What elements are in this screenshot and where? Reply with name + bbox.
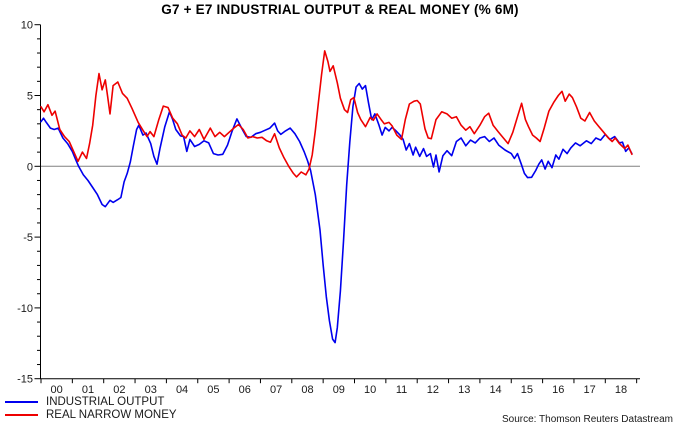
svg-text:02: 02 bbox=[113, 384, 125, 396]
legend-label-industrial-output: INDUSTRIAL OUTPUT bbox=[46, 395, 165, 408]
svg-text:12: 12 bbox=[427, 384, 439, 396]
svg-text:00: 00 bbox=[51, 384, 63, 396]
svg-text:18: 18 bbox=[615, 384, 627, 396]
svg-text:09: 09 bbox=[333, 384, 345, 396]
svg-text:10: 10 bbox=[21, 20, 33, 32]
legend: INDUSTRIAL OUTPUT REAL NARROW MONEY bbox=[5, 395, 177, 421]
svg-text:04: 04 bbox=[176, 384, 188, 396]
svg-text:07: 07 bbox=[270, 384, 282, 396]
svg-text:-10: -10 bbox=[17, 303, 33, 315]
svg-text:-15: -15 bbox=[17, 374, 33, 386]
svg-text:17: 17 bbox=[584, 384, 596, 396]
svg-text:10: 10 bbox=[364, 384, 376, 396]
svg-text:06: 06 bbox=[239, 384, 251, 396]
legend-label-real-narrow-money: REAL NARROW MONEY bbox=[46, 408, 177, 421]
svg-text:13: 13 bbox=[458, 384, 470, 396]
svg-text:5: 5 bbox=[27, 91, 33, 103]
source-credit: Source: Thomson Reuters Datastream bbox=[501, 414, 673, 425]
svg-text:03: 03 bbox=[145, 384, 157, 396]
svg-text:01: 01 bbox=[82, 384, 94, 396]
svg-text:15: 15 bbox=[521, 384, 533, 396]
svg-text:16: 16 bbox=[552, 384, 564, 396]
legend-line-sample-blue bbox=[5, 400, 38, 403]
svg-text:05: 05 bbox=[207, 384, 219, 396]
svg-text:-5: -5 bbox=[23, 232, 33, 244]
legend-item-real-narrow-money: REAL NARROW MONEY bbox=[5, 408, 177, 421]
svg-text:14: 14 bbox=[489, 384, 501, 396]
legend-line-sample-red bbox=[5, 413, 38, 416]
svg-text:08: 08 bbox=[301, 384, 313, 396]
svg-text:0: 0 bbox=[27, 161, 33, 173]
legend-item-industrial-output: INDUSTRIAL OUTPUT bbox=[5, 395, 177, 408]
chart-title: G7 + E7 INDUSTRIAL OUTPUT & REAL MONEY (… bbox=[161, 2, 519, 17]
svg-text:11: 11 bbox=[396, 384, 407, 396]
